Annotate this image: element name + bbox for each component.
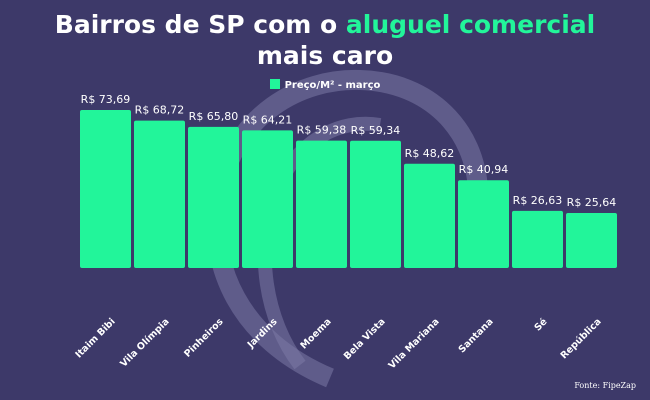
category-label-7: Vila Mariana — [387, 316, 442, 371]
category-label-10: República — [559, 316, 604, 361]
bar-9 — [512, 210, 563, 268]
category-labels-group: Itaim Bibi Vila Olímpia Pinheiros Jardins Mo… — [73, 316, 603, 371]
value-label-6: R$ 59,34 — [351, 124, 401, 137]
bar-8 — [458, 180, 509, 268]
category-label-8: Santana — [457, 316, 496, 355]
source-note: Fonte: FipeZap — [574, 381, 636, 390]
bar-6 — [350, 140, 401, 268]
category-label-3: Pinheiros — [182, 316, 226, 360]
value-label-5: R$ 59,38 — [297, 124, 347, 137]
legend: Preço/M² - março — [0, 79, 650, 91]
chart-title-line2: mais caro — [256, 41, 394, 70]
chart-title-line1: Bairros de SP com o aluguel comercial — [0, 10, 650, 40]
value-label-1: R$ 73,69 — [81, 93, 131, 106]
legend-label: Preço/M² - março — [284, 80, 381, 91]
category-label-5: Moema — [298, 316, 333, 351]
value-labels-group: R$ 73,69 R$ 68,72 R$ 65,80 R$ 64,21 R$ 59,38… — [81, 93, 617, 209]
title-highlight: aluguel comercial — [345, 10, 596, 39]
bar-1 — [80, 110, 131, 268]
value-label-2: R$ 68,72 — [135, 104, 185, 117]
category-label-1: Itaim Bibi — [73, 316, 117, 360]
legend-swatch — [269, 79, 280, 89]
value-label-10: R$ 25,64 — [567, 196, 617, 209]
value-label-7: R$ 48,62 — [405, 147, 455, 160]
value-label-3: R$ 65,80 — [189, 110, 239, 123]
value-label-4: R$ 64,21 — [243, 113, 293, 126]
category-label-2: Vila Olímpia — [118, 316, 171, 369]
bar-3 — [188, 126, 239, 268]
bars-group — [80, 110, 617, 268]
bar-2 — [134, 120, 185, 268]
bar-7 — [404, 163, 455, 268]
watermark-logo-outer — [206, 69, 488, 388]
value-label-8: R$ 40,94 — [459, 163, 509, 176]
bar-5 — [296, 140, 347, 268]
category-label-9: Sé — [532, 316, 549, 333]
category-label-6: Bela Vista — [342, 316, 388, 362]
bar-10 — [566, 213, 617, 268]
bar-4 — [242, 130, 293, 268]
title-part1: Bairros de SP com o — [54, 10, 346, 39]
value-label-9: R$ 26,63 — [513, 194, 563, 207]
